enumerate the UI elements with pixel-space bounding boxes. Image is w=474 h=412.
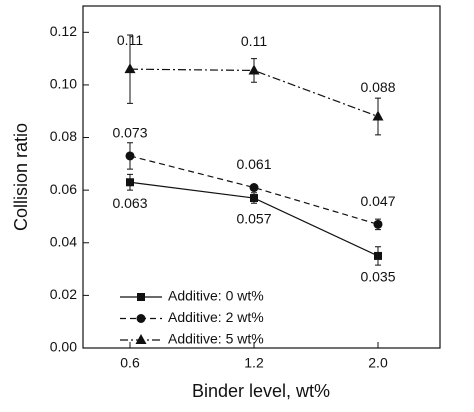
plot-frame bbox=[82, 5, 441, 349]
marker bbox=[126, 178, 134, 187]
legend-label: Additive: 0 wt% bbox=[168, 288, 264, 304]
marker bbox=[373, 219, 383, 229]
x-tick-label: 1.2 bbox=[244, 355, 264, 371]
data-label: 0.057 bbox=[236, 211, 271, 227]
marker bbox=[137, 293, 145, 301]
series-line bbox=[129, 155, 379, 225]
data-label: 0.11 bbox=[241, 33, 267, 49]
data-label: 0.088 bbox=[360, 79, 395, 95]
x-tick-label: 0.6 bbox=[120, 355, 140, 371]
y-tick-label: 0.04 bbox=[50, 233, 77, 249]
data-label: 0.11 bbox=[117, 32, 143, 48]
marker bbox=[250, 194, 258, 203]
marker bbox=[135, 334, 147, 344]
data-label: 0.047 bbox=[360, 193, 395, 209]
y-tick-label: 0.08 bbox=[50, 128, 77, 144]
y-tick-label: 0.10 bbox=[50, 76, 77, 92]
y-tick-label: 0.00 bbox=[50, 339, 77, 355]
marker bbox=[374, 251, 382, 260]
marker bbox=[124, 63, 136, 74]
x-axis-label: Binder level, wt% bbox=[192, 381, 330, 401]
marker bbox=[248, 64, 260, 75]
data-label: 0.061 bbox=[236, 156, 271, 172]
marker bbox=[136, 314, 146, 323]
data-label: 0.063 bbox=[112, 195, 147, 211]
marker bbox=[372, 110, 384, 121]
y-axis-label: Collision ratio bbox=[11, 123, 31, 231]
legend-label: Additive: 2 wt% bbox=[168, 309, 264, 325]
legend-label: Additive: 5 wt% bbox=[168, 331, 264, 347]
marker bbox=[249, 183, 259, 193]
y-tick-label: 0.12 bbox=[50, 23, 77, 39]
marker bbox=[125, 151, 135, 161]
y-tick-label: 0.06 bbox=[50, 181, 77, 197]
y-tick-label: 0.02 bbox=[50, 286, 77, 302]
x-tick-label: 2.0 bbox=[368, 355, 388, 371]
data-label: 0.073 bbox=[112, 125, 147, 141]
data-label: 0.035 bbox=[360, 269, 395, 285]
